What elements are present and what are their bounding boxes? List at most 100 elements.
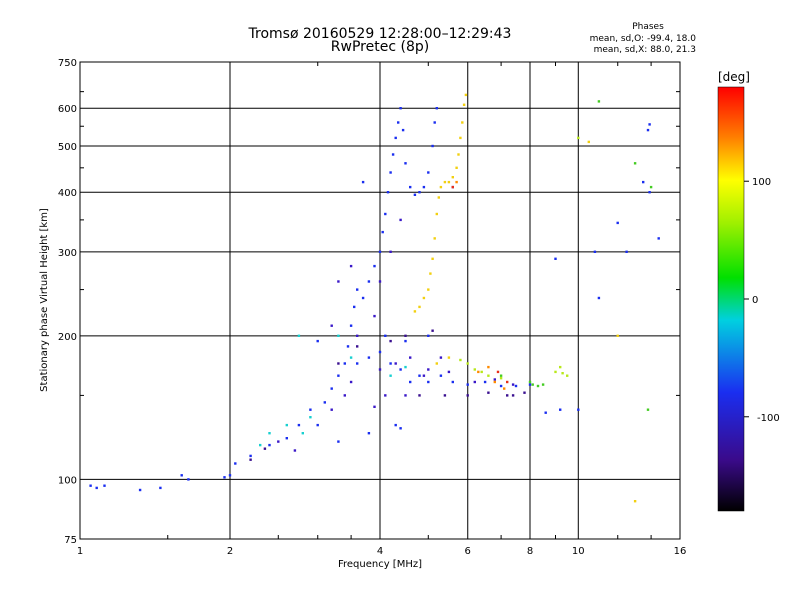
data-point	[427, 368, 430, 371]
data-point	[337, 374, 340, 377]
data-point	[404, 334, 407, 337]
data-point	[427, 334, 430, 337]
data-point	[367, 356, 371, 359]
data-point	[268, 443, 271, 447]
data-point	[330, 387, 333, 390]
y-axis-label: Stationary phase Virtual Height [km]	[39, 208, 50, 392]
data-point	[373, 405, 376, 408]
data-point	[455, 180, 458, 184]
plot-frame	[79, 61, 681, 540]
data-point	[389, 362, 392, 365]
data-point	[394, 136, 397, 140]
data-point	[511, 383, 515, 386]
data-point	[356, 334, 359, 337]
data-point	[459, 358, 462, 362]
data-point	[330, 408, 333, 411]
data-point	[394, 423, 397, 427]
data-point	[554, 370, 557, 374]
data-point	[487, 391, 490, 394]
data-point	[346, 345, 350, 348]
data-point	[566, 374, 569, 377]
data-point	[431, 257, 434, 260]
data-point	[337, 334, 340, 337]
data-point	[399, 427, 402, 430]
data-point	[234, 462, 237, 465]
data-point	[427, 171, 430, 174]
data-point	[316, 423, 319, 427]
chart-title: Tromsø 20160529 12:28:00–12:29:43	[248, 26, 512, 42]
data-point	[439, 356, 443, 359]
data-point	[561, 372, 564, 375]
data-point	[457, 153, 460, 156]
data-point	[180, 474, 183, 477]
data-point	[646, 408, 650, 411]
data-point	[356, 288, 359, 291]
data-point	[228, 474, 232, 477]
x-axis-label: Frequency [MHz]	[338, 559, 422, 570]
data-point	[389, 171, 392, 174]
data-point	[511, 394, 515, 397]
tick-labels: 1 2 4 6 8 10 16 75 100 200 300 400 500 600 750	[58, 58, 686, 557]
data-point	[466, 394, 469, 397]
x-tick-label: 1	[77, 546, 83, 557]
data-point	[499, 384, 503, 388]
data-point	[499, 377, 503, 380]
data-point	[343, 394, 346, 397]
data-point	[361, 180, 365, 184]
data-point	[384, 334, 387, 337]
data-point	[439, 374, 443, 377]
data-point	[337, 362, 340, 365]
data-point	[433, 121, 436, 124]
data-point	[514, 384, 518, 388]
data-point	[418, 374, 421, 377]
data-point	[531, 383, 534, 386]
data-point	[389, 374, 392, 377]
data-point	[536, 384, 540, 388]
data-point	[528, 380, 532, 384]
x-tick-label: 16	[674, 546, 687, 557]
x-tick-label: 6	[465, 546, 471, 557]
data-point	[483, 380, 487, 384]
data-point	[648, 123, 651, 126]
data-point	[361, 296, 365, 300]
data-point	[435, 107, 438, 110]
data-point	[447, 370, 451, 374]
data-point	[447, 180, 451, 184]
data-point	[443, 394, 447, 397]
data-point	[384, 212, 387, 216]
data-point	[493, 380, 496, 384]
x-tick-label: 8	[527, 546, 533, 557]
data-point	[477, 370, 480, 374]
y-tick-label: 750	[58, 58, 77, 69]
data-point	[103, 484, 106, 487]
data-point	[349, 264, 353, 268]
data-point	[343, 362, 346, 365]
data-point	[642, 180, 645, 184]
data-point	[268, 432, 271, 435]
phase-stats-o: mean, sd,O: -99.4, 18.0	[589, 34, 696, 44]
data-point	[455, 166, 458, 169]
data-point	[367, 280, 371, 283]
data-point	[259, 443, 262, 447]
data-point	[391, 153, 395, 156]
data-point	[349, 380, 353, 384]
y-tick-label: 200	[58, 332, 77, 343]
y-tick-label: 75	[64, 535, 77, 546]
data-point	[559, 408, 562, 411]
data-point	[649, 185, 653, 189]
data-point	[337, 440, 340, 443]
data-point	[597, 296, 601, 300]
data-point	[451, 185, 454, 189]
data-point	[309, 416, 312, 419]
data-point	[378, 368, 382, 371]
data-point	[413, 193, 417, 196]
x-tick-label: 10	[572, 546, 585, 557]
data-point	[397, 121, 400, 124]
data-point	[633, 500, 637, 503]
data-point	[373, 264, 376, 268]
data-point	[466, 362, 469, 365]
data-point	[422, 296, 426, 300]
data-point	[413, 310, 417, 313]
colorbar	[717, 86, 745, 512]
